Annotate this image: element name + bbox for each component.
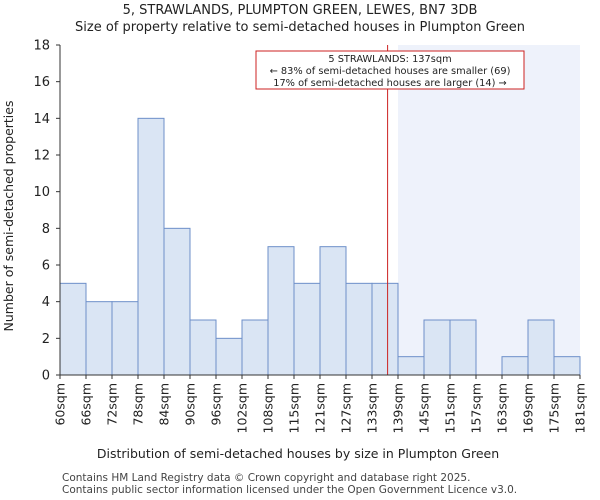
y-axis-label: Number of semi-detached properties: [1, 101, 16, 332]
y-tick-label: 16: [33, 75, 50, 90]
annotation-line-2: ← 83% of semi-detached houses are smalle…: [270, 66, 511, 77]
bar-133sqm: [371, 282, 399, 376]
x-tick-label: 151sqm: [443, 383, 458, 433]
x-tick-label: 66sqm: [79, 383, 94, 426]
bar-139sqm: [397, 356, 425, 376]
x-tick-label: 96sqm: [209, 383, 224, 426]
y-tick-label: 18: [33, 39, 50, 54]
bar-115sqm: [293, 282, 321, 376]
footer-line-2: Contains public sector information licen…: [62, 484, 518, 496]
bar-163sqm: [501, 356, 529, 376]
x-tick-label: 60sqm: [53, 383, 68, 426]
y-tick-label: 0: [42, 369, 50, 384]
bar-175sqm: [553, 356, 581, 376]
x-tick-label: 84sqm: [157, 383, 172, 426]
y-tick-label: 6: [42, 259, 50, 274]
x-tick-label: 121sqm: [313, 383, 328, 433]
x-tick-label: 157sqm: [469, 383, 484, 433]
x-tick-label: 163sqm: [495, 383, 510, 433]
x-axis: 60sqm 66sqm 72sqm 78sqm 84sqm 90sqm 96sqm 102sq…: [53, 374, 588, 433]
y-tick-label: 8: [42, 222, 50, 237]
x-tick-label: 108sqm: [261, 383, 276, 433]
bar-60sqm: [59, 282, 87, 376]
bar-102sqm: [241, 319, 269, 376]
annotation-box: [255, 50, 525, 90]
bar-169sqm: [527, 319, 555, 376]
x-tick-label: 145sqm: [417, 383, 432, 433]
x-tick-label: 78sqm: [131, 383, 146, 426]
y-axis: 0 2 4 6 8 10 12 14 16 18: [33, 39, 61, 384]
x-tick-label: 72sqm: [105, 383, 120, 426]
x-tick-label: 90sqm: [183, 383, 198, 426]
annotation-line-3: 17% of semi-detached houses are larger (…: [273, 78, 507, 89]
bar-96sqm: [215, 337, 243, 376]
chart-subtitle: Size of property relative to semi-detach…: [75, 20, 525, 35]
x-tick-label: 139sqm: [391, 383, 406, 433]
annotation-line-1: 5 STRAWLANDS: 137sqm: [328, 54, 451, 65]
bar-66sqm: [85, 301, 113, 376]
chart-title: 5, STRAWLANDS, PLUMPTON GREEN, LEWES, BN…: [122, 3, 478, 18]
bar-90sqm: [189, 319, 217, 376]
bar-72sqm: [111, 301, 139, 376]
y-tick-label: 14: [33, 112, 50, 127]
y-tick-label: 4: [42, 295, 50, 310]
x-axis-label: Distribution of semi-detached houses by …: [97, 446, 499, 461]
y-tick-label: 2: [42, 332, 50, 347]
y-tick-label: 12: [33, 149, 50, 164]
bar-121sqm: [319, 246, 347, 376]
bar-151sqm: [449, 319, 477, 376]
x-tick-label: 115sqm: [287, 383, 302, 433]
x-tick-label: 102sqm: [235, 383, 250, 433]
bar-108sqm: [267, 246, 295, 376]
footer-line-1: Contains HM Land Registry data © Crown c…: [62, 472, 471, 484]
y-tick-label: 10: [33, 185, 50, 200]
bars-group: [59, 117, 581, 376]
x-tick-label: 169sqm: [521, 383, 536, 433]
x-tick-label: 175sqm: [547, 383, 562, 433]
bar-145sqm: [423, 319, 451, 376]
bar-78sqm: [137, 117, 165, 376]
bar-127sqm: [345, 282, 373, 376]
x-tick-label: 133sqm: [365, 383, 380, 433]
bar-84sqm: [163, 227, 191, 376]
x-tick-label: 127sqm: [339, 383, 354, 433]
x-tick-label: 181sqm: [573, 383, 588, 433]
